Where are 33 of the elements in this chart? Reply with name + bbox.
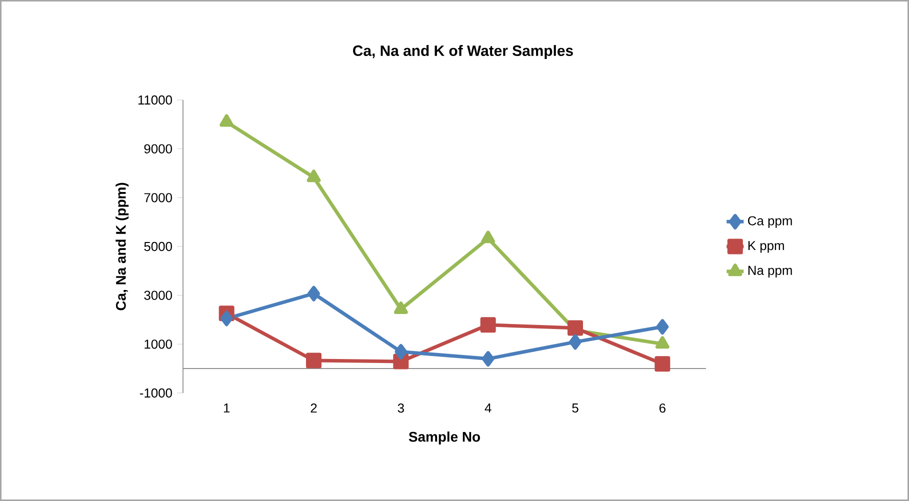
y-tick-label: 5000 xyxy=(144,242,172,252)
legend-label: Na ppm xyxy=(748,266,792,278)
x-tick-label: 5 xyxy=(572,404,578,413)
point xyxy=(655,336,670,349)
point xyxy=(654,356,670,372)
point xyxy=(480,317,496,333)
point xyxy=(220,114,234,127)
x-axis-title: Sample No xyxy=(408,432,480,444)
x-tick-label: 1 xyxy=(224,404,230,412)
y-tick-label: -1000 xyxy=(140,388,172,398)
point xyxy=(656,319,669,335)
point xyxy=(569,334,582,350)
legend-label: Ca ppm xyxy=(748,216,792,228)
point xyxy=(482,351,494,367)
x-tick-label: 4 xyxy=(484,404,492,412)
x-tick-label: 3 xyxy=(398,404,404,413)
point xyxy=(394,301,408,314)
point xyxy=(481,230,496,244)
point xyxy=(306,352,322,368)
chart-title: Ca, Na and K of Water Samples xyxy=(353,45,573,59)
point xyxy=(220,310,233,326)
point xyxy=(306,170,321,182)
y-tick-label: 9000 xyxy=(144,144,172,154)
x-tick-label: 6 xyxy=(659,404,666,413)
y-axis-title: Ca, Na and K (ppm) xyxy=(116,182,129,310)
point xyxy=(308,286,320,302)
y-tick-label: 3000 xyxy=(144,290,172,300)
x-tick-label: 2 xyxy=(310,404,317,413)
point xyxy=(394,344,408,360)
y-tick-label: 7000 xyxy=(144,193,172,202)
y-tick-label: 1000 xyxy=(144,340,172,349)
legend-label: K ppm xyxy=(748,241,784,253)
y-tick-label: 11000 xyxy=(138,95,172,105)
